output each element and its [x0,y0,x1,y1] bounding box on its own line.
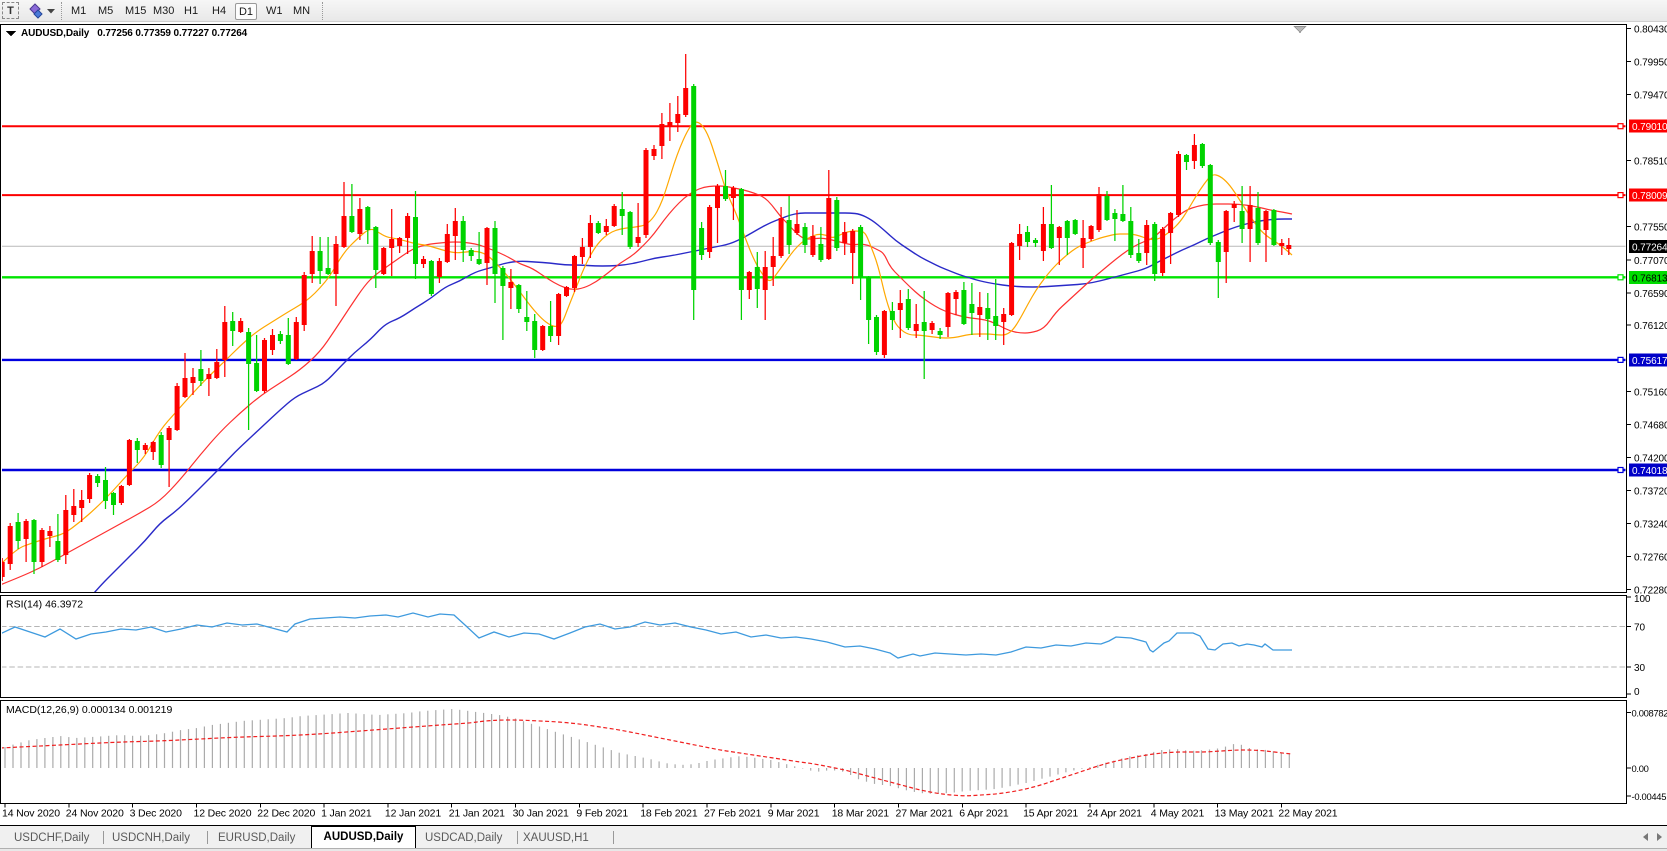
svg-text:13 May 2021: 13 May 2021 [1215,808,1274,820]
svg-text:MACD(12,26,9) 0.000134 0.00121: MACD(12,26,9) 0.000134 0.001219 [6,704,173,716]
svg-text:6 Apr 2021: 6 Apr 2021 [959,808,1009,820]
svg-text:0.008782: 0.008782 [1632,708,1667,719]
svg-text:0.77264: 0.77264 [1632,242,1667,253]
svg-text:0: 0 [1634,687,1640,698]
svg-text:0.80430: 0.80430 [1634,24,1667,35]
svg-text:0.78510: 0.78510 [1634,157,1667,168]
svg-text:0.79950: 0.79950 [1634,58,1667,69]
svg-text:0.76590: 0.76590 [1634,289,1667,300]
svg-text:18 Mar 2021: 18 Mar 2021 [832,808,890,820]
svg-text:0.79470: 0.79470 [1634,91,1667,102]
svg-text:22 May 2021: 22 May 2021 [1278,808,1337,820]
svg-text:24 Apr 2021: 24 Apr 2021 [1087,808,1142,820]
svg-text:0.75617: 0.75617 [1632,356,1667,367]
svg-text:70: 70 [1634,623,1645,634]
svg-text:0.74200: 0.74200 [1634,454,1667,465]
svg-text:0.73720: 0.73720 [1634,487,1667,498]
svg-text:0.72760: 0.72760 [1634,553,1667,564]
svg-text:0.00: 0.00 [1632,763,1649,774]
svg-text:30 Jan 2021: 30 Jan 2021 [513,808,569,820]
svg-text:12 Dec 2020: 12 Dec 2020 [194,808,252,820]
svg-text:21 Jan 2021: 21 Jan 2021 [449,808,505,820]
svg-text:9 Mar 2021: 9 Mar 2021 [768,808,820,820]
svg-text:1 Jan 2021: 1 Jan 2021 [321,808,372,820]
svg-text:-0.00445: -0.00445 [1632,791,1667,802]
svg-text:27 Mar 2021: 27 Mar 2021 [896,808,954,820]
svg-text:9 Feb 2021: 9 Feb 2021 [576,808,628,820]
svg-text:18 Feb 2021: 18 Feb 2021 [640,808,698,820]
svg-text:0.78009: 0.78009 [1632,191,1667,202]
svg-text:0.74018: 0.74018 [1632,466,1667,477]
svg-text:14 Nov 2020: 14 Nov 2020 [2,808,60,820]
svg-text:AUDUSD,Daily 0.77256 0.77359: AUDUSD,Daily 0.77256 0.77359 0.77227 0.7… [21,28,248,39]
svg-text:15 Apr 2021: 15 Apr 2021 [1023,808,1078,820]
svg-text:12 Jan 2021: 12 Jan 2021 [385,808,441,820]
svg-text:4 May 2021: 4 May 2021 [1151,808,1205,820]
svg-text:0.75160: 0.75160 [1634,387,1667,398]
svg-text:RSI(14) 46.3972: RSI(14) 46.3972 [6,599,83,611]
svg-text:0.79010: 0.79010 [1632,122,1667,133]
svg-text:0.77550: 0.77550 [1634,223,1667,234]
svg-text:0.76120: 0.76120 [1634,321,1667,332]
svg-text:100: 100 [1634,594,1651,605]
svg-text:24 Nov 2020: 24 Nov 2020 [66,808,124,820]
svg-text:22 Dec 2020: 22 Dec 2020 [257,808,315,820]
svg-text:0.72280: 0.72280 [1634,586,1667,597]
svg-text:27 Feb 2021: 27 Feb 2021 [704,808,762,820]
svg-text:0.73240: 0.73240 [1634,520,1667,531]
svg-text:3 Dec 2020: 3 Dec 2020 [130,808,183,820]
svg-text:30: 30 [1634,663,1645,674]
svg-text:0.77070: 0.77070 [1634,256,1667,267]
svg-text:0.76813: 0.76813 [1632,273,1667,284]
svg-text:0.74680: 0.74680 [1634,420,1667,431]
